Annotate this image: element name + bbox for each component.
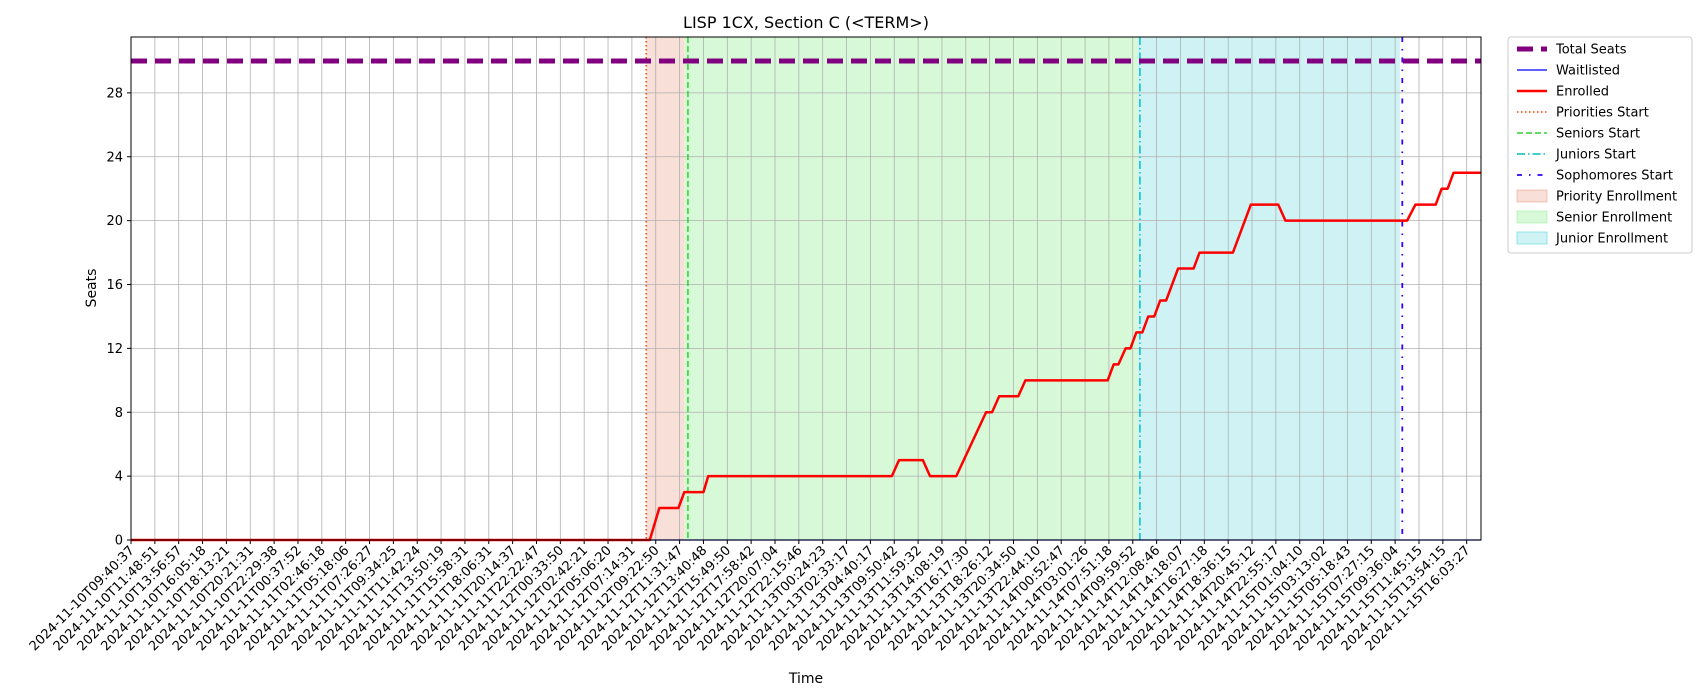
legend: Total Seats Waitlisted Enrolled Priorities … [1507, 36, 1693, 254]
region-junior-enrollment [1137, 37, 1400, 540]
y-tick-label: 28 [106, 86, 123, 101]
y-axis-label: Seats [84, 269, 100, 308]
y-tick-label: 0 [115, 534, 123, 549]
legend-total-seats-label: Total Seats [1555, 43, 1627, 58]
legend-junior-enrollment-label: Junior Enrollment [1555, 232, 1668, 247]
chart-title: LISP 1CX, Section C (<TERM>) [683, 13, 929, 32]
legend-priority-enrollment-label: Priority Enrollment [1556, 190, 1677, 205]
enrollment-regions [646, 37, 1400, 540]
grid-lines [130, 37, 1481, 541]
legend-seniors-start-label: Seniors Start [1556, 127, 1640, 142]
legend-waitlisted-label: Waitlisted [1556, 64, 1620, 79]
y-tick-label: 24 [106, 150, 123, 165]
y-tick-label: 8 [115, 406, 123, 421]
start-markers [645, 37, 1404, 540]
legend-box [1507, 36, 1693, 254]
legend-enrolled-label: Enrolled [1556, 85, 1609, 100]
legend-priorities-start-label: Priorities Start [1556, 106, 1649, 121]
y-tick-label: 4 [115, 470, 123, 485]
legend-senior-enrollment-label: Senior Enrollment [1556, 211, 1672, 226]
y-tick-label: 20 [106, 214, 123, 229]
legend-senior-enrollment-swatch [1516, 210, 1548, 224]
y-tick-label: 12 [106, 342, 123, 357]
series-enrolled [131, 171, 1481, 542]
x-axis-ticks: 2024-11-10T09:40:372024-11-10T11:48:5120… [27, 540, 1474, 654]
region-senior-enrollment [684, 37, 1138, 540]
legend-priority-enrollment-swatch [1516, 189, 1548, 203]
legend-juniors-start-label: Juniors Start [1555, 148, 1636, 163]
legend-junior-enrollment-swatch [1516, 231, 1548, 245]
legend-sophomores-start-label: Sophomores Start [1556, 169, 1673, 184]
region-priority-enrollment [646, 37, 685, 540]
y-tick-label: 16 [106, 278, 123, 293]
y-axis-ticks: 0 4 8 12 16 20 24 28 [106, 86, 131, 549]
plot-frame [130, 36, 1482, 541]
x-axis-label: Time [788, 671, 823, 687]
